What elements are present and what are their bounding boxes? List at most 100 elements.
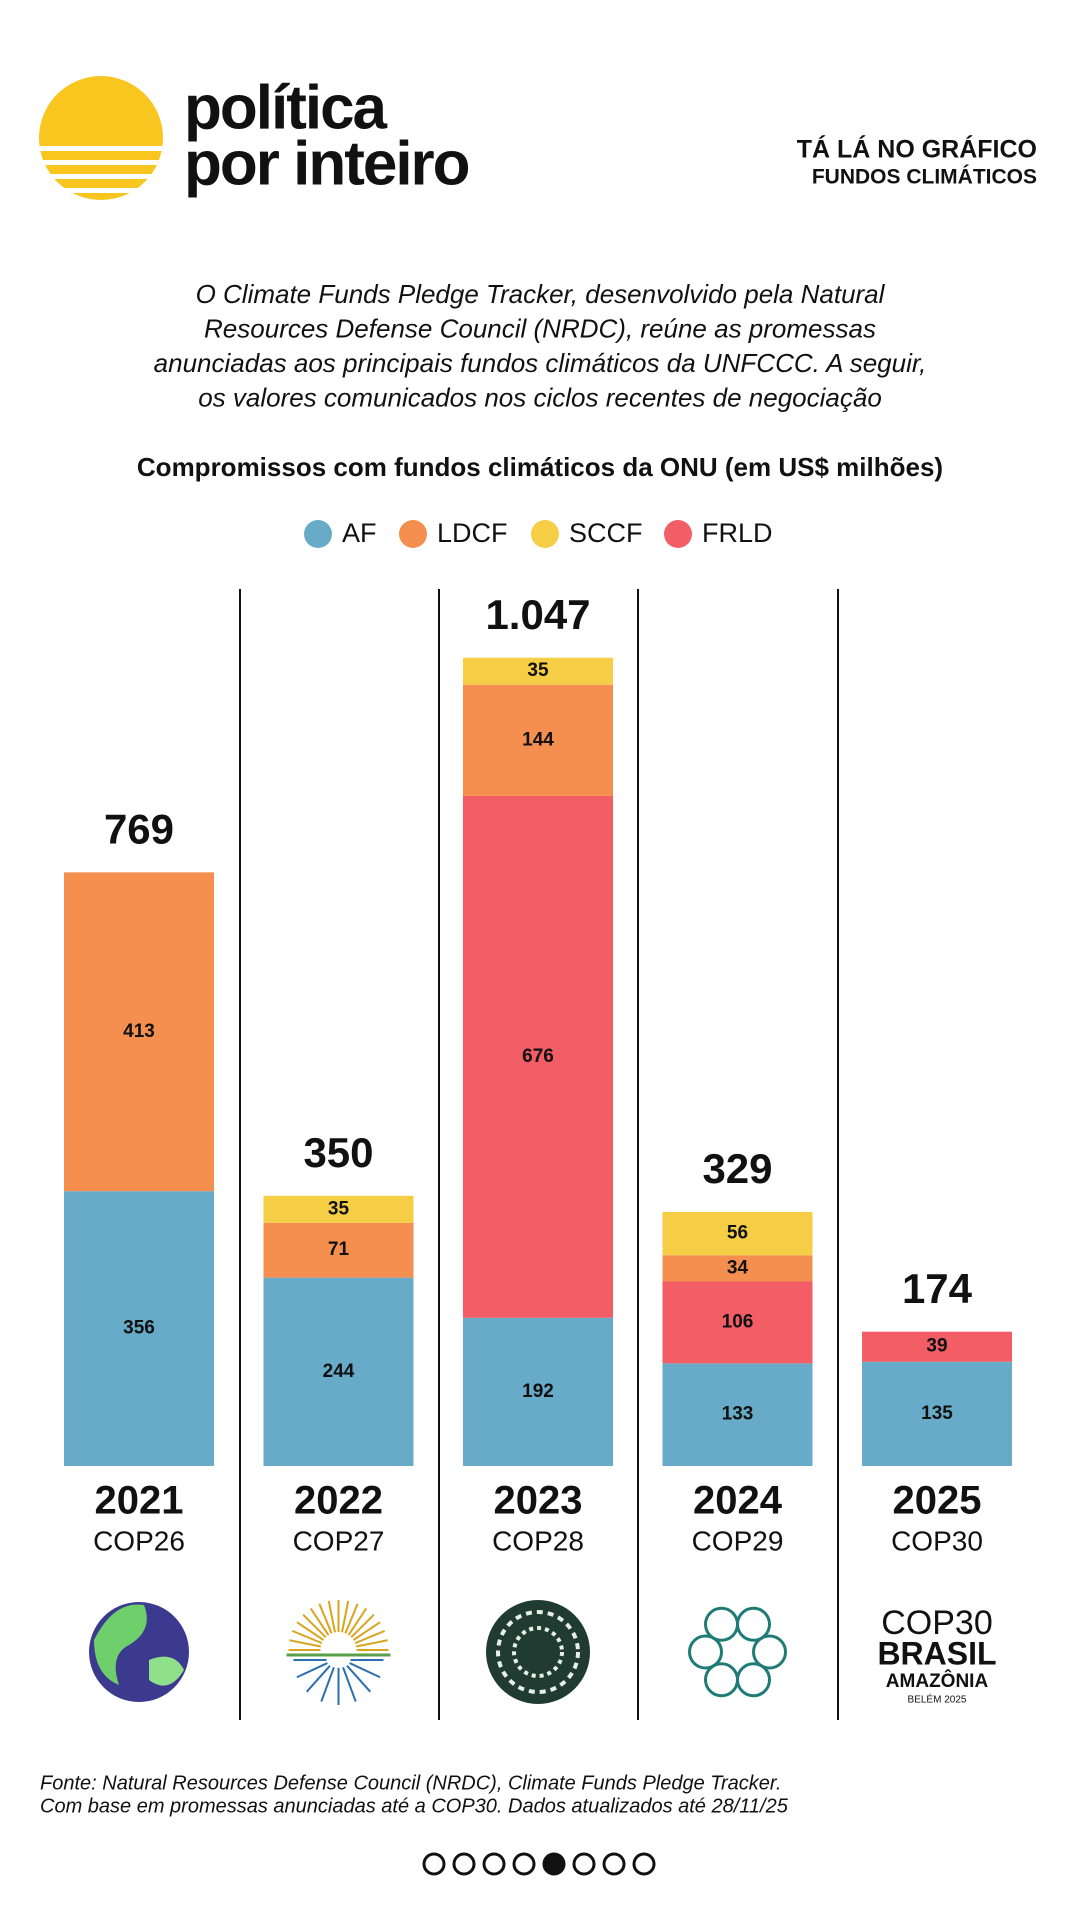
segment-label: 39 [926, 1336, 947, 1357]
legend-label: FRLD [702, 518, 773, 548]
icon-earth-land [149, 1656, 184, 1686]
bar-segment [862, 1331, 1012, 1362]
segment-label: 34 [727, 1257, 749, 1278]
segment-label: 35 [527, 660, 549, 681]
icon-root [320, 1667, 335, 1702]
intro-line: os valores comunicados nos ciclos recent… [198, 382, 882, 412]
icon-sun-ray [289, 1639, 322, 1648]
bar-segment [862, 1361, 1012, 1466]
icon-root [346, 1664, 372, 1693]
legend-label: SCCF [569, 518, 643, 548]
segment-label: 135 [921, 1403, 953, 1424]
icon-earth-land [94, 1604, 147, 1685]
bar-segment [463, 684, 613, 796]
icon-sun-ray [302, 1613, 327, 1638]
total-label: 350 [303, 1129, 373, 1176]
intro-line: O Climate Funds Pledge Tracker, desenvol… [196, 279, 886, 309]
cop-label: COP26 [93, 1525, 185, 1556]
cop-label: COP27 [293, 1525, 385, 1556]
icon-sun-ray [327, 1600, 336, 1633]
segment-label: 71 [328, 1239, 350, 1260]
segment-label: 244 [323, 1361, 355, 1382]
bar-segment [662, 1281, 813, 1364]
bar-segment [64, 872, 214, 1192]
icon-cop28-inner [496, 1610, 580, 1694]
icon-cop29-swirl [688, 1634, 723, 1670]
year-label: 2021 [95, 1479, 184, 1523]
page-dot [542, 1852, 566, 1876]
icon-root [305, 1664, 331, 1693]
icon-root [342, 1667, 357, 1702]
cop-label: COP28 [492, 1525, 584, 1556]
icon-cop29-swirl [752, 1634, 787, 1670]
icon-cop29-swirl [704, 1662, 739, 1698]
icon-root [349, 1662, 381, 1679]
legend-swatch [399, 520, 427, 548]
icon-cop28-inner [512, 1626, 564, 1678]
bar-segment [263, 1195, 414, 1223]
footer-line: Fonte: Natural Resources Defense Council… [40, 1772, 781, 1794]
bar-segment [662, 1212, 813, 1256]
bar-segment [463, 1317, 613, 1466]
legend-swatch [304, 520, 332, 548]
icon-sun-ray [296, 1621, 325, 1641]
legend-label: AF [342, 518, 377, 548]
icon-cop29-swirl [704, 1606, 739, 1642]
page-dot [512, 1852, 536, 1876]
section: TÁ LÁ NO GRÁFICO [797, 135, 1037, 164]
page-dot [632, 1852, 656, 1876]
icon-cop28 [486, 1600, 590, 1704]
brand: por inteiro [184, 129, 469, 198]
icon-sun-ray [291, 1629, 323, 1645]
bar-segment [463, 657, 613, 685]
topic: FUNDOS CLIMÁTICOS [812, 166, 1037, 189]
year-label: 2024 [693, 1479, 783, 1523]
icon-sun-ray [354, 1629, 386, 1645]
page-dot [452, 1852, 476, 1876]
page-dot [482, 1852, 506, 1876]
segment-label: 192 [522, 1381, 554, 1402]
legend-label: LDCF [437, 518, 508, 548]
segment-label: 35 [328, 1198, 350, 1219]
bar-segment [263, 1277, 414, 1466]
legend-swatch [531, 520, 559, 548]
segment-label: 106 [722, 1311, 754, 1332]
bar-segment [662, 1363, 813, 1466]
legend-swatch [664, 520, 692, 548]
page-dot [422, 1852, 446, 1876]
page-dot [602, 1852, 626, 1876]
segment-label: 676 [522, 1046, 554, 1067]
page-dot [572, 1852, 596, 1876]
bar-segment [463, 795, 613, 1318]
cop-label: COP30 [891, 1525, 983, 1556]
segment-label: 356 [123, 1318, 155, 1339]
footer-line: Com base em promessas anunciadas até a C… [40, 1795, 789, 1817]
icon-cop29-swirl [736, 1662, 771, 1698]
total-label: 174 [902, 1265, 973, 1312]
icon-sun-ray [341, 1600, 350, 1633]
icon-sun-ray [347, 1607, 368, 1636]
year-label: 2022 [294, 1479, 383, 1523]
cop30-logo: AMAZÔNIA [886, 1670, 989, 1692]
cop30-logo: COP30 [881, 1604, 993, 1642]
icon-sun-ray [318, 1603, 333, 1634]
cop30-logo: BRASIL [877, 1635, 996, 1671]
bar-segment [263, 1222, 414, 1278]
cop-label: COP29 [692, 1525, 784, 1556]
total-label: 769 [104, 805, 174, 852]
segment-label: 413 [123, 1021, 155, 1042]
bar-segment [662, 1255, 813, 1282]
logo-sun [39, 76, 163, 200]
intro-line: anunciadas aos principais fundos climáti… [154, 348, 927, 378]
icon-sun-ray [350, 1613, 375, 1638]
total-label: 1.047 [485, 591, 590, 638]
segment-label: 56 [727, 1223, 748, 1244]
year-label: 2023 [494, 1479, 583, 1523]
icon-cop29-swirl [736, 1606, 771, 1642]
icon-sun-ray [309, 1607, 330, 1636]
chart-title: Compromissos com fundos climáticos da ON… [137, 452, 943, 482]
icon-root [296, 1662, 328, 1679]
intro-line: Resources Defense Council (NRDC), reúne … [204, 313, 876, 343]
icon-sun-ray [355, 1639, 388, 1648]
